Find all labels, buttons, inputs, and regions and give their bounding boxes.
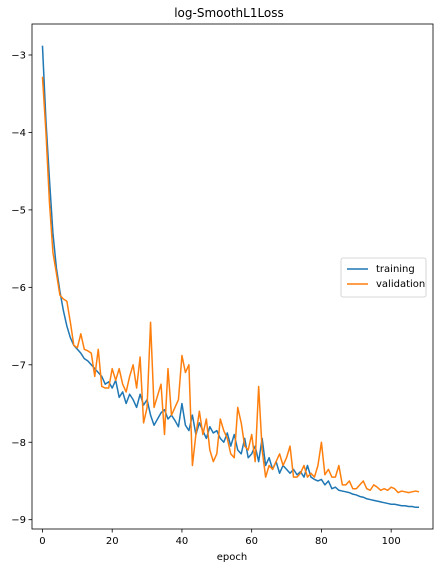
y-tick-label: −6 bbox=[11, 283, 26, 294]
x-tick-label: 100 bbox=[382, 536, 401, 547]
legend-box bbox=[340, 257, 427, 298]
y-tick-label: −8 bbox=[11, 438, 26, 449]
series-lines bbox=[41, 45, 420, 509]
x-axis: 0 20 40 60 80 100 bbox=[39, 529, 401, 547]
x-tick-label: 80 bbox=[315, 536, 328, 547]
y-tick-label: −7 bbox=[11, 360, 26, 371]
x-tick-label: 20 bbox=[106, 536, 119, 547]
y-tick-label: −5 bbox=[11, 205, 26, 216]
y-tick-label: −9 bbox=[11, 515, 26, 526]
x-tick-label: 0 bbox=[39, 536, 45, 547]
plot-frame bbox=[31, 23, 434, 530]
legend-label-validation: validation bbox=[376, 279, 425, 290]
legend: training validation bbox=[340, 257, 427, 298]
series-line-validation bbox=[41, 76, 420, 494]
series-line-training bbox=[41, 45, 420, 509]
y-tick-label: −3 bbox=[11, 50, 26, 61]
chart-title: log-SmoothL1Loss bbox=[174, 6, 284, 20]
x-axis-label: epoch bbox=[217, 552, 247, 563]
y-axis: −3 −4 −5 −6 −7 −8 −9 bbox=[11, 50, 32, 526]
x-tick-label: 40 bbox=[176, 536, 189, 547]
legend-label-training: training bbox=[376, 264, 415, 275]
y-tick-label: −4 bbox=[11, 128, 26, 139]
x-tick-label: 60 bbox=[245, 536, 258, 547]
